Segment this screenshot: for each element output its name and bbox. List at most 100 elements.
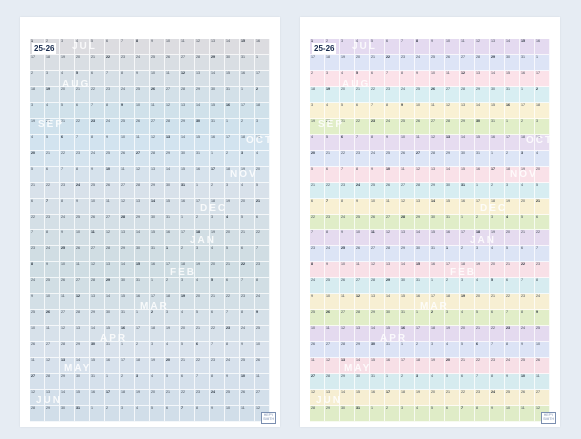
day-cell: 29 bbox=[45, 406, 60, 422]
day-cell: 31 bbox=[195, 150, 210, 167]
day-cell: 21 bbox=[355, 86, 370, 103]
day-cell: 29 bbox=[460, 118, 475, 135]
day-cell: 31 bbox=[135, 278, 150, 295]
day-cell: 29 bbox=[475, 86, 490, 103]
day-cell: 22 bbox=[240, 262, 255, 279]
day-cell: 23 bbox=[520, 294, 535, 311]
day-cell: 1 bbox=[105, 374, 120, 391]
day-cell: 29 bbox=[195, 86, 210, 103]
day-cell: 12 bbox=[120, 198, 135, 215]
day-cell: 21 bbox=[195, 326, 210, 343]
day-cell: 28 bbox=[370, 278, 385, 295]
day-cell: 31 bbox=[505, 86, 520, 103]
day-cell: 24 bbox=[520, 326, 535, 343]
day-cell: 10 bbox=[340, 262, 355, 279]
month-label: FEB bbox=[170, 267, 196, 278]
day-cell: 27 bbox=[150, 118, 165, 135]
day-cell: 29 bbox=[355, 342, 370, 359]
day-cell: 19 bbox=[225, 198, 240, 215]
day-cell: 3 bbox=[520, 150, 535, 167]
day-cell: 20 bbox=[445, 358, 460, 375]
day-cell: 6 bbox=[475, 342, 490, 359]
day-cell: 4 bbox=[225, 214, 240, 231]
day-cell: 30 bbox=[180, 150, 195, 167]
logo-text: HEPY bbox=[263, 413, 274, 418]
day-cell: 9 bbox=[430, 39, 445, 55]
day-cell: 14 bbox=[105, 294, 120, 311]
day-cell: 26 bbox=[60, 278, 75, 295]
logo-text: SMITH bbox=[263, 417, 274, 422]
day-cell: 7 bbox=[255, 246, 270, 263]
day-cell: 14 bbox=[460, 134, 475, 151]
day-cell: 14 bbox=[490, 70, 505, 87]
day-cell: 10 bbox=[400, 134, 415, 151]
day-cell: 11 bbox=[400, 166, 415, 183]
day-cell: 25 bbox=[520, 358, 535, 375]
day-cell: 7 bbox=[75, 134, 90, 151]
day-cell: 19 bbox=[475, 262, 490, 279]
day-cell: 24 bbox=[225, 358, 240, 375]
day-cell: 16 bbox=[475, 166, 490, 183]
day-cell: 5 bbox=[370, 39, 385, 55]
day-cell: 29 bbox=[430, 182, 445, 199]
day-cell: 10 bbox=[225, 406, 240, 422]
day-cell: 9 bbox=[400, 102, 415, 119]
day-cell: 15 bbox=[445, 198, 460, 215]
day-cell: 1 bbox=[150, 278, 165, 295]
day-cell: 18 bbox=[45, 54, 60, 71]
day-cell: 9 bbox=[90, 166, 105, 183]
day-cell: 8 bbox=[210, 374, 225, 391]
day-cell: 5 bbox=[195, 310, 210, 327]
day-cell: 25 bbox=[325, 278, 340, 295]
day-cell: 31 bbox=[430, 246, 445, 263]
day-cell: 12 bbox=[400, 198, 415, 215]
day-cell: 28 bbox=[45, 374, 60, 391]
day-cell: 25 bbox=[370, 182, 385, 199]
day-cell: 20 bbox=[310, 150, 325, 167]
day-cell: 20 bbox=[340, 86, 355, 103]
day-cell: 22 bbox=[325, 182, 340, 199]
day-cell: 2 bbox=[460, 246, 475, 263]
day-cell: 1 bbox=[490, 150, 505, 167]
month-label: OCT bbox=[246, 135, 274, 146]
day-cell: 8 bbox=[490, 374, 505, 391]
day-cell: 8 bbox=[325, 230, 340, 247]
day-cell: 25 bbox=[60, 246, 75, 263]
day-cell: 23 bbox=[310, 246, 325, 263]
day-cell: 3 bbox=[225, 182, 240, 199]
day-cell: 16 bbox=[400, 326, 415, 343]
day-cell: 28 bbox=[430, 150, 445, 167]
day-cell: 15 bbox=[520, 39, 535, 55]
day-cell: 4 bbox=[195, 278, 210, 295]
day-cell: 9 bbox=[30, 294, 45, 311]
day-cell: 28 bbox=[385, 246, 400, 263]
day-cell: 27 bbox=[460, 54, 475, 71]
day-cell: 18 bbox=[255, 102, 270, 119]
day-cell: 25 bbox=[400, 118, 415, 135]
day-cell: 31 bbox=[355, 406, 370, 422]
day-cell: 1 bbox=[255, 54, 270, 71]
day-cell: 4 bbox=[255, 150, 270, 167]
day-cell: 31 bbox=[225, 86, 240, 103]
day-cell: 9 bbox=[75, 198, 90, 215]
day-cell: 24 bbox=[135, 54, 150, 71]
day-cell: 6 bbox=[445, 406, 460, 422]
day-cell: 22 bbox=[210, 326, 225, 343]
day-cell: 13 bbox=[45, 390, 60, 407]
day-cell: 5 bbox=[255, 182, 270, 199]
day-cell: 27 bbox=[400, 182, 415, 199]
day-cell: 16 bbox=[240, 70, 255, 87]
day-cell: 11 bbox=[325, 326, 340, 343]
day-cell: 30 bbox=[195, 118, 210, 135]
day-cell: 30 bbox=[90, 342, 105, 359]
day-cell: 28 bbox=[310, 406, 325, 422]
day-cell: 18 bbox=[445, 294, 460, 311]
day-cell: 12 bbox=[340, 326, 355, 343]
day-cell: 25 bbox=[355, 214, 370, 231]
day-cell: 11 bbox=[255, 374, 270, 391]
day-cell: 14 bbox=[180, 134, 195, 151]
day-cell: 14 bbox=[415, 230, 430, 247]
day-cell: 28 bbox=[340, 342, 355, 359]
month-label: OCT bbox=[526, 135, 554, 146]
day-cell: 26 bbox=[535, 358, 550, 375]
